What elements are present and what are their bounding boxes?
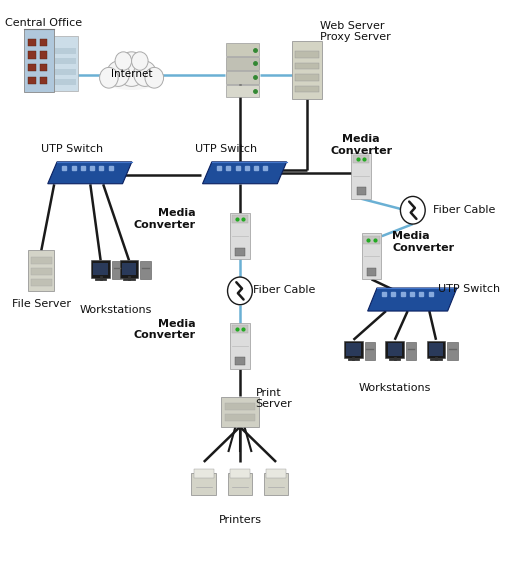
FancyBboxPatch shape <box>406 342 416 360</box>
Circle shape <box>116 52 147 86</box>
FancyBboxPatch shape <box>235 248 245 256</box>
FancyBboxPatch shape <box>230 213 250 259</box>
FancyBboxPatch shape <box>191 473 216 495</box>
Text: Media
Converter: Media Converter <box>330 134 392 156</box>
FancyBboxPatch shape <box>295 74 319 81</box>
FancyBboxPatch shape <box>388 343 402 356</box>
Text: UTP Switch: UTP Switch <box>438 284 499 294</box>
FancyBboxPatch shape <box>24 29 54 92</box>
FancyBboxPatch shape <box>221 397 259 427</box>
Polygon shape <box>48 162 132 184</box>
Text: Workstations: Workstations <box>80 305 152 315</box>
Circle shape <box>228 277 252 305</box>
FancyBboxPatch shape <box>292 41 322 99</box>
FancyBboxPatch shape <box>264 473 288 495</box>
FancyBboxPatch shape <box>230 323 250 369</box>
FancyBboxPatch shape <box>55 58 76 64</box>
Polygon shape <box>367 288 457 311</box>
FancyBboxPatch shape <box>226 57 259 70</box>
Text: Media
Converter: Media Converter <box>134 319 196 340</box>
FancyBboxPatch shape <box>28 77 36 84</box>
FancyBboxPatch shape <box>266 469 286 478</box>
FancyBboxPatch shape <box>346 343 361 356</box>
FancyBboxPatch shape <box>228 473 252 495</box>
FancyBboxPatch shape <box>385 341 404 358</box>
FancyBboxPatch shape <box>351 153 371 199</box>
FancyBboxPatch shape <box>55 69 76 75</box>
FancyBboxPatch shape <box>28 51 36 59</box>
FancyBboxPatch shape <box>91 260 110 278</box>
Text: Web Server
Proxy Server: Web Server Proxy Server <box>320 21 391 43</box>
Circle shape <box>134 61 156 86</box>
FancyBboxPatch shape <box>28 39 36 46</box>
FancyBboxPatch shape <box>226 43 259 56</box>
FancyBboxPatch shape <box>427 341 445 358</box>
FancyBboxPatch shape <box>194 469 214 478</box>
FancyBboxPatch shape <box>363 236 380 244</box>
FancyBboxPatch shape <box>235 357 245 365</box>
Ellipse shape <box>104 70 159 89</box>
FancyBboxPatch shape <box>225 414 255 421</box>
Text: Print
Server: Print Server <box>255 388 292 410</box>
Circle shape <box>100 67 118 88</box>
Text: Fiber Cable: Fiber Cable <box>433 204 496 215</box>
Circle shape <box>107 61 130 86</box>
Circle shape <box>132 52 148 70</box>
FancyBboxPatch shape <box>40 51 47 59</box>
Circle shape <box>115 52 132 70</box>
FancyBboxPatch shape <box>53 36 78 90</box>
FancyBboxPatch shape <box>226 71 259 84</box>
FancyBboxPatch shape <box>112 261 122 279</box>
Text: Workstations: Workstations <box>359 383 431 393</box>
FancyBboxPatch shape <box>429 343 443 356</box>
FancyBboxPatch shape <box>357 187 366 195</box>
Text: Printers: Printers <box>218 514 262 525</box>
FancyBboxPatch shape <box>120 260 138 278</box>
FancyBboxPatch shape <box>28 64 36 71</box>
Text: Central Office: Central Office <box>5 18 82 28</box>
FancyBboxPatch shape <box>40 77 47 84</box>
FancyBboxPatch shape <box>225 403 255 410</box>
FancyBboxPatch shape <box>353 155 369 163</box>
FancyBboxPatch shape <box>295 86 319 92</box>
Text: Internet: Internet <box>111 69 152 79</box>
Text: Fiber Cable: Fiber Cable <box>253 285 315 295</box>
Polygon shape <box>202 162 287 184</box>
FancyBboxPatch shape <box>55 79 76 85</box>
FancyBboxPatch shape <box>230 469 250 478</box>
FancyBboxPatch shape <box>362 233 381 279</box>
FancyBboxPatch shape <box>344 341 363 358</box>
FancyBboxPatch shape <box>232 215 248 223</box>
Text: UTP Switch: UTP Switch <box>41 143 103 154</box>
FancyBboxPatch shape <box>232 325 248 333</box>
FancyBboxPatch shape <box>93 263 108 275</box>
FancyBboxPatch shape <box>40 64 47 71</box>
FancyBboxPatch shape <box>295 63 319 69</box>
FancyBboxPatch shape <box>367 268 376 276</box>
FancyBboxPatch shape <box>55 48 76 54</box>
Circle shape <box>145 67 164 88</box>
FancyBboxPatch shape <box>365 342 375 360</box>
FancyBboxPatch shape <box>226 85 259 97</box>
FancyBboxPatch shape <box>28 250 54 291</box>
Circle shape <box>400 196 425 224</box>
Text: File Server: File Server <box>12 299 71 309</box>
FancyBboxPatch shape <box>122 263 136 275</box>
FancyBboxPatch shape <box>31 257 52 264</box>
FancyBboxPatch shape <box>31 279 52 286</box>
Text: Media
Converter: Media Converter <box>134 208 196 230</box>
FancyBboxPatch shape <box>295 51 319 58</box>
Text: Media
Converter: Media Converter <box>392 231 454 253</box>
FancyBboxPatch shape <box>40 39 47 46</box>
FancyBboxPatch shape <box>140 261 151 279</box>
FancyBboxPatch shape <box>31 268 52 275</box>
Text: UTP Switch: UTP Switch <box>195 143 257 154</box>
FancyBboxPatch shape <box>447 342 458 360</box>
